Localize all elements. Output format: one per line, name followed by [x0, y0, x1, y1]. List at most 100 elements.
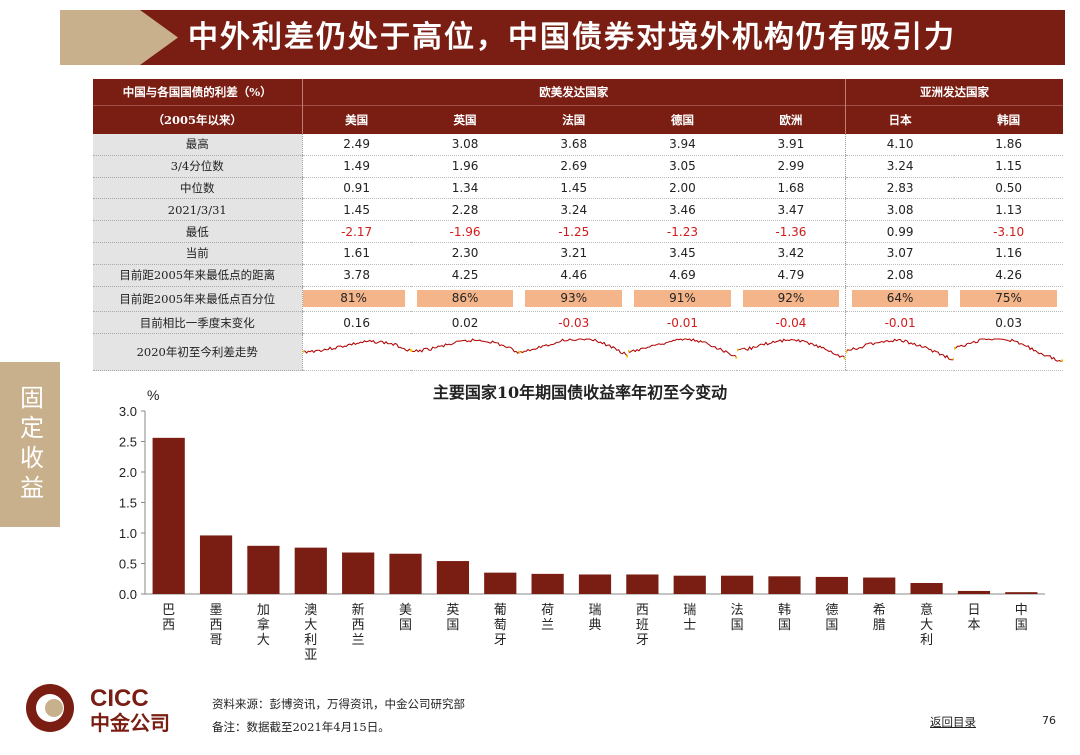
table-row-label: 2020年初至今利差走势	[93, 333, 302, 372]
table-cell: 2.83	[845, 177, 955, 200]
x-tick-label: 新西兰	[352, 602, 365, 648]
table-cell: 3.68	[519, 134, 629, 156]
sparkline-cell	[410, 333, 520, 372]
table-cell: 0.16	[301, 311, 411, 335]
y-tick-label: 1.5	[119, 496, 137, 511]
spread-sparkline	[302, 339, 411, 354]
sparkline-marker	[626, 355, 629, 358]
table-cell: -0.01	[845, 311, 955, 335]
table-cell: 4.26	[954, 264, 1063, 287]
table-row: 目前相比一季度末变化 0.16 0.02 -0.03 -0.01 -0.04 -0.01 0.…	[93, 311, 1063, 335]
table-header-label-1: 中国与各国国债的利差（%）	[93, 79, 302, 106]
y-tick-label: 3.0	[119, 404, 137, 419]
percentile-value: 75%	[960, 290, 1057, 308]
cicc-logo-emblem	[26, 684, 74, 732]
bar	[673, 575, 706, 594]
table-cell: 2.99	[736, 155, 846, 178]
percentile-value: 93%	[525, 290, 623, 308]
data-date-note: 备注：数据截至2021年4月15日。	[212, 720, 390, 734]
y-tick-label: 2.0	[119, 465, 137, 480]
x-tick-label: 中国	[1015, 603, 1028, 633]
y-tick-label: 1.0	[119, 526, 137, 541]
page-title: 中外利差仍处于高位，中国债券对境外机构仍有吸引力	[188, 20, 956, 55]
sparkline-marker	[302, 350, 305, 354]
bar	[294, 547, 327, 594]
table-cell: 1.68	[736, 177, 846, 200]
percentile-cell: 86%	[410, 286, 520, 313]
section-side-tab[interactable]: 固定收益	[0, 362, 60, 527]
sparkline-path	[628, 338, 737, 358]
table-cell: 2.49	[301, 134, 411, 156]
table-cell: 4.46	[519, 264, 629, 287]
table-cell: 1.34	[410, 177, 520, 200]
sparkline-path	[302, 339, 411, 354]
table-row-label: 中位数	[93, 177, 302, 200]
percentile-cell: 91%	[628, 286, 737, 313]
x-tick-label: 意大利	[920, 602, 933, 648]
table-cell: 2.08	[845, 264, 955, 287]
table-cell: 4.79	[736, 264, 846, 287]
y-tick-label: 0.5	[119, 557, 137, 572]
table-cell: 1.61	[301, 242, 411, 265]
table-row-label: 当前	[93, 242, 302, 265]
x-tick-label: 法国	[731, 603, 744, 633]
table-cell: -3.10	[954, 220, 1063, 243]
table-header-row-countries: （2005年以来） 美国 英国 法国 德国 欧洲 日本 韩国	[93, 105, 1063, 134]
table-cell: 3.24	[845, 155, 955, 178]
x-tick-label: 日本	[967, 603, 980, 633]
back-to-contents-link[interactable]: 返回目录	[930, 715, 976, 729]
table-cell: 2.30	[410, 242, 520, 265]
table-row: 最低 -2.17 -1.96 -1.25 -1.23 -1.36 0.99 -3.10	[93, 220, 1063, 243]
table-row: 2021/3/31 1.45 2.28 3.24 3.46 3.47 3.08 1.13	[93, 198, 1063, 222]
x-tick-label: 巴西	[162, 603, 175, 633]
percentile-cell: 93%	[519, 286, 629, 313]
x-tick-label: 西班牙	[636, 603, 649, 648]
spread-sparkline	[628, 338, 737, 359]
x-tick-label: 美国	[399, 603, 412, 633]
table-cell: 0.99	[845, 220, 955, 243]
table-cell: 3.45	[628, 242, 737, 265]
table-row-label: 目前相比一季度末变化	[93, 311, 302, 335]
table-cell: 3.46	[628, 198, 737, 222]
bar	[531, 573, 564, 594]
sparkline-path	[519, 338, 629, 357]
table-row-sparklines: 2020年初至今利差走势	[93, 333, 1063, 372]
sparkline-marker	[954, 347, 956, 350]
percentile-cell: 81%	[301, 286, 411, 313]
y-tick-label: 0.0	[119, 587, 137, 602]
percentile-value: 64%	[852, 290, 949, 308]
spread-table: 中国与各国国债的利差（%） 欧美发达国家 亚洲发达国家 （2005年以来） 美国…	[93, 79, 1063, 372]
table-cell: -1.23	[628, 220, 737, 243]
table-cell: 1.13	[954, 198, 1063, 222]
table-cell: 2.69	[519, 155, 629, 178]
percentile-value: 81%	[302, 290, 405, 308]
sparkline-cell	[736, 333, 846, 372]
sparkline-marker	[519, 350, 521, 354]
x-tick-label: 瑞典	[588, 603, 601, 633]
table-cell: 3.07	[845, 242, 955, 265]
table-cell: 0.91	[301, 177, 411, 200]
table-country-header: 韩国	[954, 105, 1063, 134]
sparkline-cell	[519, 333, 629, 372]
yield-change-bar-chart: 主要国家10年期国债收益率年初至今变动% 0.0 0.5 1.0 1.5 2.0 2.5 3.…	[119, 383, 1045, 663]
table-cell: -1.96	[410, 220, 520, 243]
table-cell: 0.02	[410, 311, 520, 335]
table-cell: -0.01	[628, 311, 737, 335]
table-row-label: 最低	[93, 220, 302, 243]
table-country-header: 德国	[628, 105, 737, 134]
bar	[721, 575, 754, 594]
table-header-label-2: （2005年以来）	[93, 105, 302, 134]
percentile-value: 86%	[416, 290, 514, 308]
percentile-value: 91%	[634, 290, 731, 308]
table-cell: 3.05	[628, 155, 737, 178]
title-banner	[140, 10, 1065, 65]
table-group-header-asia: 亚洲发达国家	[845, 79, 1063, 106]
bar	[957, 590, 991, 594]
sparkline-marker	[952, 357, 955, 361]
table-cell: 3.24	[519, 198, 629, 222]
table-cell: 2.00	[628, 177, 737, 200]
x-tick-label: 荷兰	[541, 603, 554, 633]
table-cell: 0.03	[954, 311, 1063, 335]
bar	[199, 535, 233, 594]
table-row-label: 目前距2005年来最低点的距离	[93, 264, 302, 287]
